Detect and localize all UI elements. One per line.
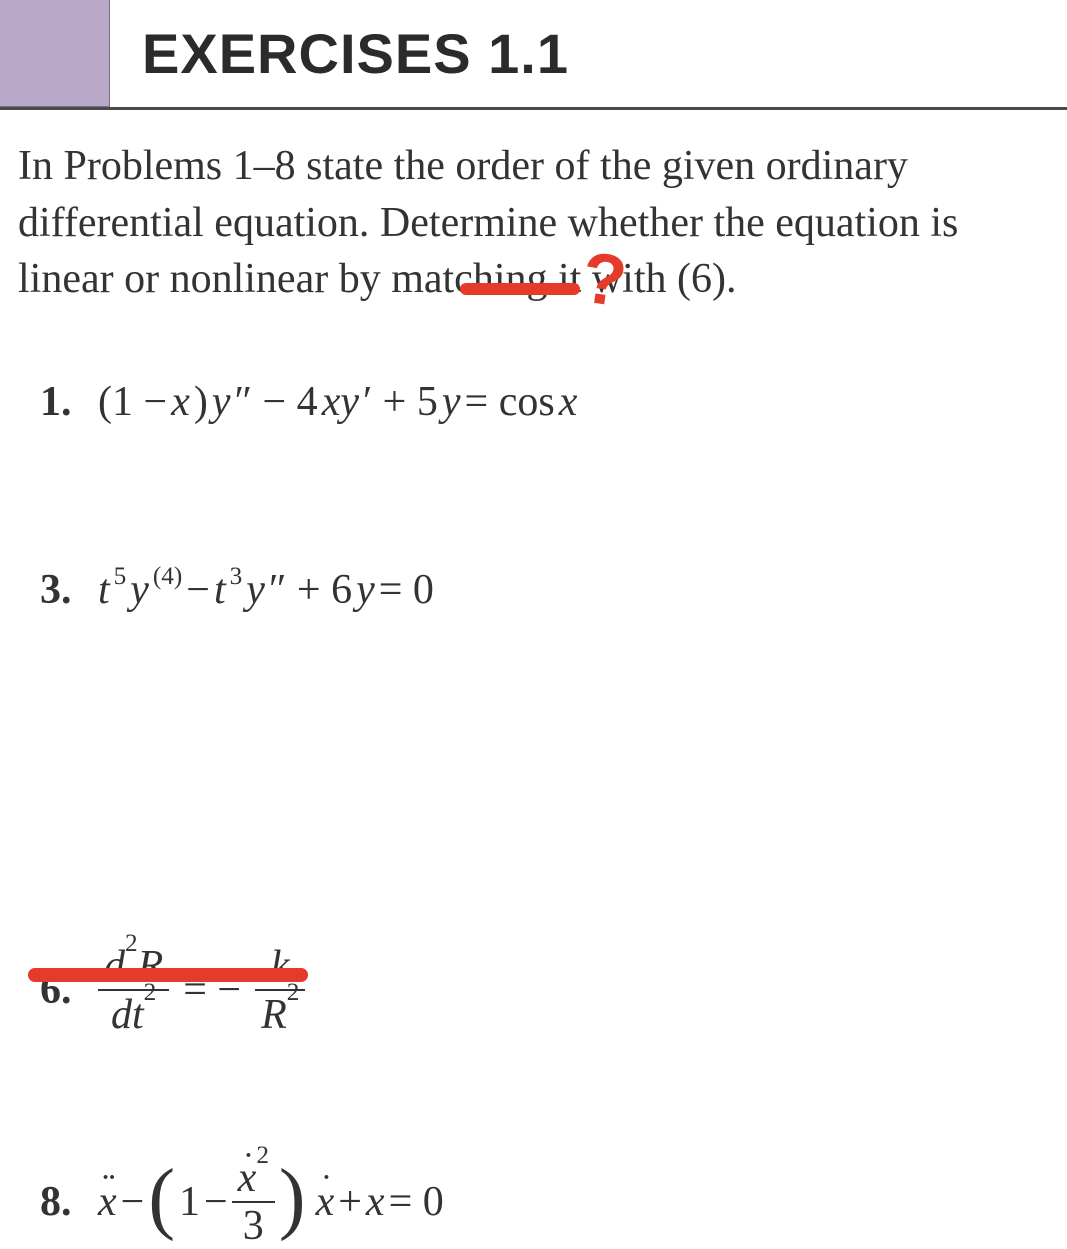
equation: (1 − x ) y ″ − 4 xy ′ + 5 y = cos x [98, 378, 577, 426]
equation: ·· x − ( 1 − · x 2 3 ) · x [98, 1156, 444, 1247]
x-double-dot: ·· x [98, 1178, 117, 1226]
problem-8: 8. ·· x − ( 1 − · x 2 3 ) [40, 1156, 1045, 1247]
header: EXERCISES 1.1 [0, 0, 1067, 110]
problems-list: 1. (1 − x ) y ″ − 4 xy ′ + 5 y = cos x 3… [0, 308, 1067, 1247]
x-dot: · x [316, 1178, 335, 1226]
fraction: d2R dt2 [98, 944, 169, 1036]
instructions-text: In Problems 1–8 state the order of the g… [0, 110, 1067, 308]
fraction: k R2 [255, 945, 305, 1036]
fraction: · x 2 3 [232, 1156, 275, 1247]
problem-number: 8. [40, 1178, 80, 1226]
section-title: EXERCISES 1.1 [110, 0, 569, 107]
red-underline-p6-icon [28, 968, 308, 982]
problem-number: 3. [40, 566, 80, 614]
equation: t5 y(4) − t3 y ″ + 6 y = 0 [98, 566, 434, 614]
header-accent-box [0, 0, 110, 107]
problem-number: 1. [40, 378, 80, 426]
problem-1: 1. (1 − x ) y ″ − 4 xy ′ + 5 y = cos x [40, 378, 1045, 426]
equation: d2R dt2 = − k R2 [98, 944, 305, 1036]
problem-6: 6. d2R dt2 = − k R2 [40, 944, 1045, 1036]
problem-3: 3. t5 y(4) − t3 y ″ + 6 y = 0 [40, 566, 1045, 614]
